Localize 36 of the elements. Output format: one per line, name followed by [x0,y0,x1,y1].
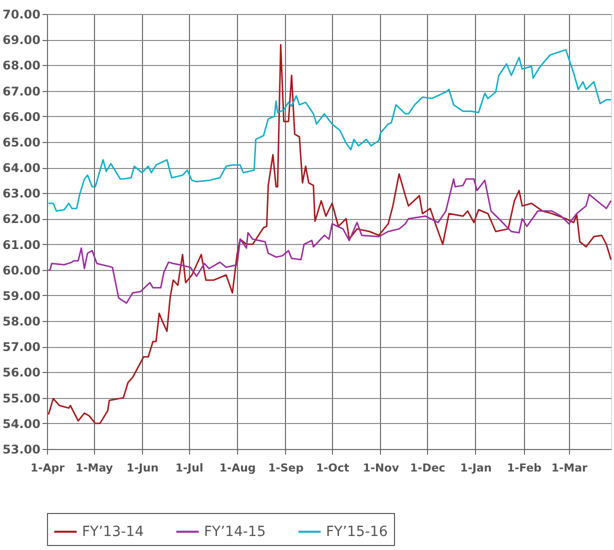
y-tick-label: 54.00 [2,416,40,431]
line-series [48,178,612,304]
y-tick-label: 60.00 [2,263,40,278]
y-tick-label: 59.00 [2,288,40,303]
x-tick-label: 1-May [76,462,113,474]
y-tick-label: 70.00 [2,8,40,22]
y-tick-label: 62.00 [2,212,40,226]
x-tick-label: 1-Dec [410,462,446,474]
x-tick-label: 1-Jul [175,462,204,474]
line-series [48,49,612,212]
y-tick-label: 68.00 [2,58,40,73]
y-tick-label: 67.00 [2,84,40,98]
x-tick-label: 1-Nov [362,462,400,474]
y-tick-label: 65.00 [2,135,40,150]
y-tick-label: 64.00 [2,161,40,176]
x-tick-label: 1-Apr [30,462,66,474]
legend-label: FY’15-16 [326,524,388,540]
y-tick-label: 63.00 [2,186,40,201]
y-tick-label: 56.00 [2,366,40,380]
x-tick-label: 1-Jun [126,462,159,474]
y-tick-label: 57.00 [2,340,40,354]
y-tick-label: 69.00 [2,33,40,48]
x-tick-label: 1-Feb [506,462,542,474]
x-tick-label: 1-Aug [219,462,256,474]
y-tick-label: 66.00 [2,110,40,124]
legend-label: FY’14-15 [204,524,266,540]
x-tick-label: 1-Mar [551,462,588,474]
y-tick-label: 58.00 [2,314,40,329]
x-tick-label: 1-Jan [460,462,492,474]
y-tick-label: 61.00 [2,238,40,252]
x-tick-label: 1-Oct [316,462,350,474]
y-tick-label: 55.00 [2,391,40,406]
y-tick-label: 53.00 [2,442,40,456]
x-tick-label: 1-Sep [268,462,304,474]
line-series [48,44,612,424]
legend-label: FY’13-14 [82,524,144,540]
